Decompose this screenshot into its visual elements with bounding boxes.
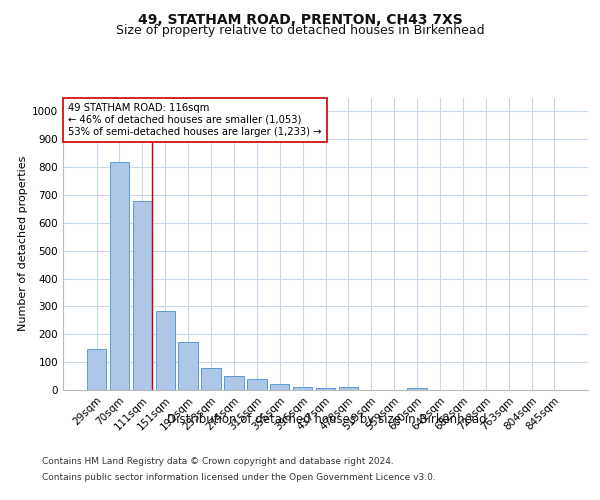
Bar	[270, 384, 289, 390]
Bar	[155, 312, 175, 390]
Text: 49, STATHAM ROAD, PRENTON, CH43 7XS: 49, STATHAM ROAD, PRENTON, CH43 7XS	[137, 12, 463, 26]
Bar	[293, 387, 313, 390]
Text: Size of property relative to detached houses in Birkenhead: Size of property relative to detached ho…	[116, 24, 484, 37]
Y-axis label: Number of detached properties: Number of detached properties	[18, 156, 28, 332]
Bar	[338, 387, 358, 390]
Text: Contains public sector information licensed under the Open Government Licence v3: Contains public sector information licen…	[42, 472, 436, 482]
Bar	[178, 342, 198, 390]
Bar	[133, 200, 152, 390]
Bar	[224, 376, 244, 390]
Text: Contains HM Land Registry data © Crown copyright and database right 2024.: Contains HM Land Registry data © Crown c…	[42, 458, 394, 466]
Text: 49 STATHAM ROAD: 116sqm
← 46% of detached houses are smaller (1,053)
53% of semi: 49 STATHAM ROAD: 116sqm ← 46% of detache…	[68, 104, 322, 136]
Bar	[247, 379, 266, 390]
Bar	[110, 162, 129, 390]
Bar	[202, 368, 221, 390]
Bar	[316, 388, 335, 390]
Bar	[87, 349, 106, 390]
Text: Distribution of detached houses by size in Birkenhead: Distribution of detached houses by size …	[167, 412, 487, 426]
Bar	[407, 388, 427, 390]
